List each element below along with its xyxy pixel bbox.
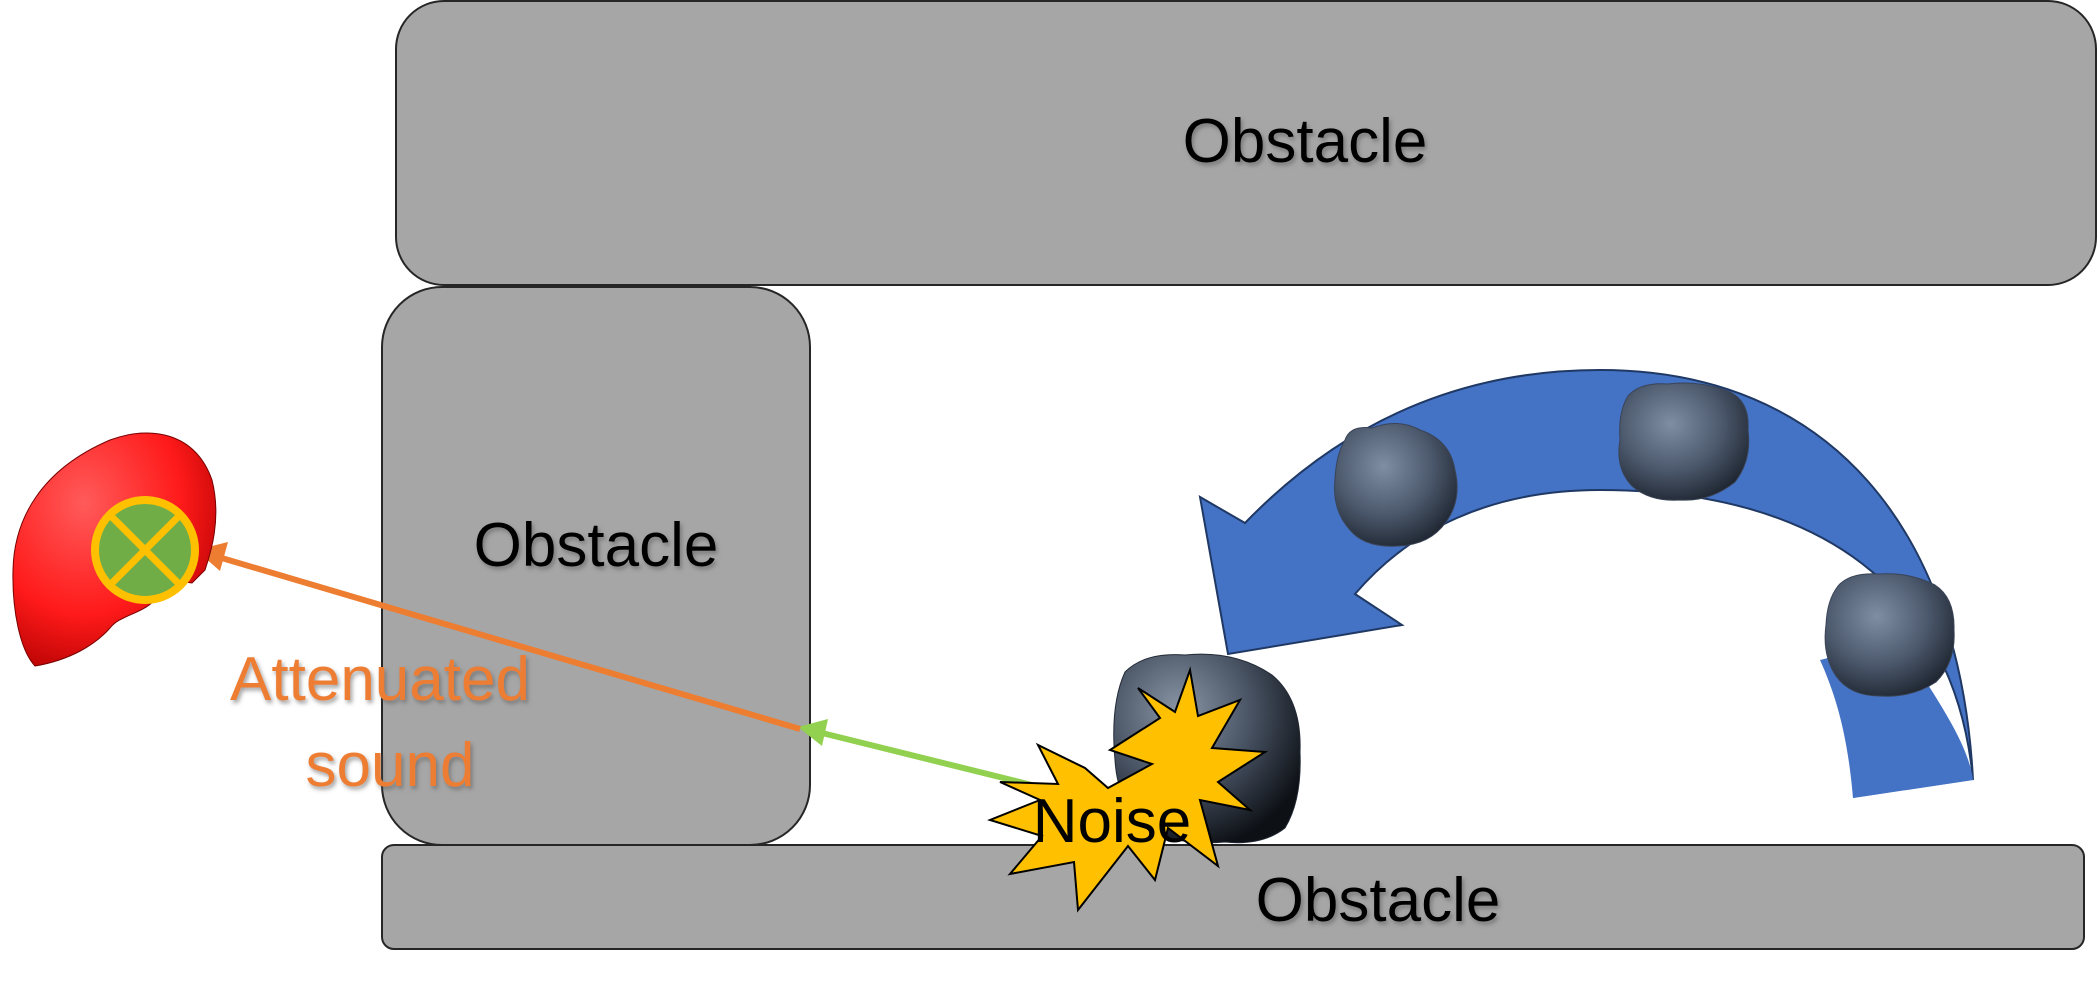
- attenuated-label-line1: Attenuated: [230, 645, 530, 714]
- obstacle-bottom-label: Obstacle: [1256, 866, 1501, 935]
- noise-burst-icon: Noise: [986, 666, 1269, 913]
- obstacle-top: Obstacle: [395, 0, 2097, 286]
- rock-icon: [1618, 382, 1750, 501]
- attenuated-label-line2: sound: [306, 731, 475, 800]
- obstacle-middle: Obstacle: [381, 286, 811, 846]
- rock-icon: [1334, 423, 1458, 547]
- obstacle-middle-label: Obstacle: [474, 511, 719, 580]
- obstacle-bottom: Obstacle: [381, 844, 2085, 950]
- direct-sound-arrow: [798, 719, 1041, 790]
- rock-icon: [1824, 573, 1955, 697]
- obstacle-top-label: Obstacle: [1183, 107, 1428, 176]
- attenuated-sound-label: Attenuated sound: [230, 645, 530, 800]
- cross-circle-marker-icon: [91, 496, 199, 604]
- noise-label: Noise: [1033, 787, 1192, 856]
